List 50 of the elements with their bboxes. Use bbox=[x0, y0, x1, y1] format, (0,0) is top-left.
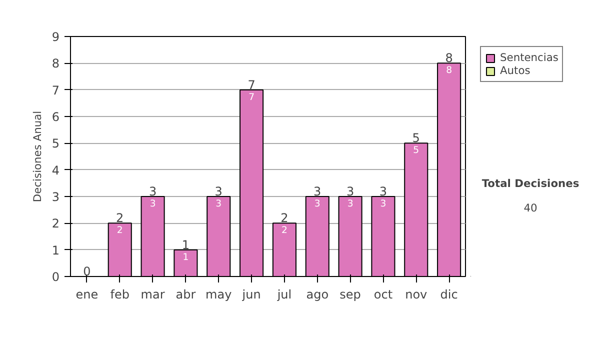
x-tick-label: oct bbox=[374, 288, 393, 302]
text: 40 bbox=[524, 202, 538, 215]
data-label: 3 bbox=[380, 198, 386, 210]
x-tick-label: abr bbox=[176, 288, 196, 302]
total-label: 2 bbox=[280, 211, 288, 226]
x-tick-label: ene bbox=[76, 288, 98, 302]
total-label: 1 bbox=[182, 238, 190, 252]
x-tick-label: may bbox=[206, 288, 232, 302]
total-label: 5 bbox=[412, 131, 420, 146]
x-tick-label: sep bbox=[340, 288, 361, 302]
data-label: 3 bbox=[347, 198, 354, 210]
total-label: 3 bbox=[148, 184, 157, 198]
x-tick-label: jun bbox=[241, 288, 261, 302]
total-label: 7 bbox=[248, 78, 256, 92]
legend-label: Sentencias bbox=[500, 51, 558, 64]
data-label: 8 bbox=[446, 65, 452, 76]
y-tick-label: 9 bbox=[52, 30, 60, 44]
y-tick-label: 5 bbox=[52, 136, 60, 151]
total-label: 3 bbox=[314, 184, 322, 198]
y-tick-label: 0 bbox=[52, 270, 60, 284]
x-tick-label: mar bbox=[140, 288, 165, 302]
y-tick-label: 8 bbox=[52, 56, 60, 71]
data-label: 2 bbox=[116, 225, 123, 236]
total-label: 2 bbox=[116, 211, 124, 226]
x-tick-label: feb bbox=[110, 288, 130, 302]
legend-label: Autos bbox=[500, 64, 530, 77]
data-label: 3 bbox=[216, 198, 222, 210]
y-tick-label: 3 bbox=[52, 190, 60, 204]
data-label: 7 bbox=[248, 92, 255, 103]
y-tick-label: 1 bbox=[52, 243, 60, 258]
data-label: 1 bbox=[182, 252, 189, 263]
y-tick-label: 6 bbox=[52, 110, 60, 124]
data-label: 3 bbox=[150, 198, 156, 210]
data-label: 3 bbox=[314, 198, 320, 210]
text: Total Decisiones bbox=[482, 177, 580, 190]
x-tick-label: dic bbox=[440, 288, 458, 302]
data-label: 2 bbox=[281, 225, 288, 236]
total-label: 3 bbox=[379, 184, 388, 198]
y-tick-label: 7 bbox=[52, 83, 60, 98]
total-label: 3 bbox=[214, 184, 222, 198]
total-label: 0 bbox=[83, 264, 91, 278]
x-tick-label: nov bbox=[405, 288, 428, 302]
y-axis-title: Decisiones Anual bbox=[30, 110, 44, 202]
x-tick-label: jul bbox=[276, 288, 292, 302]
y-tick-label: 2 bbox=[52, 216, 60, 231]
total-label: 3 bbox=[346, 184, 354, 198]
data-label: 5 bbox=[413, 145, 420, 156]
total-label: 8 bbox=[445, 51, 453, 66]
y-tick-label: 4 bbox=[52, 163, 60, 178]
x-tick-label: ago bbox=[306, 288, 329, 302]
